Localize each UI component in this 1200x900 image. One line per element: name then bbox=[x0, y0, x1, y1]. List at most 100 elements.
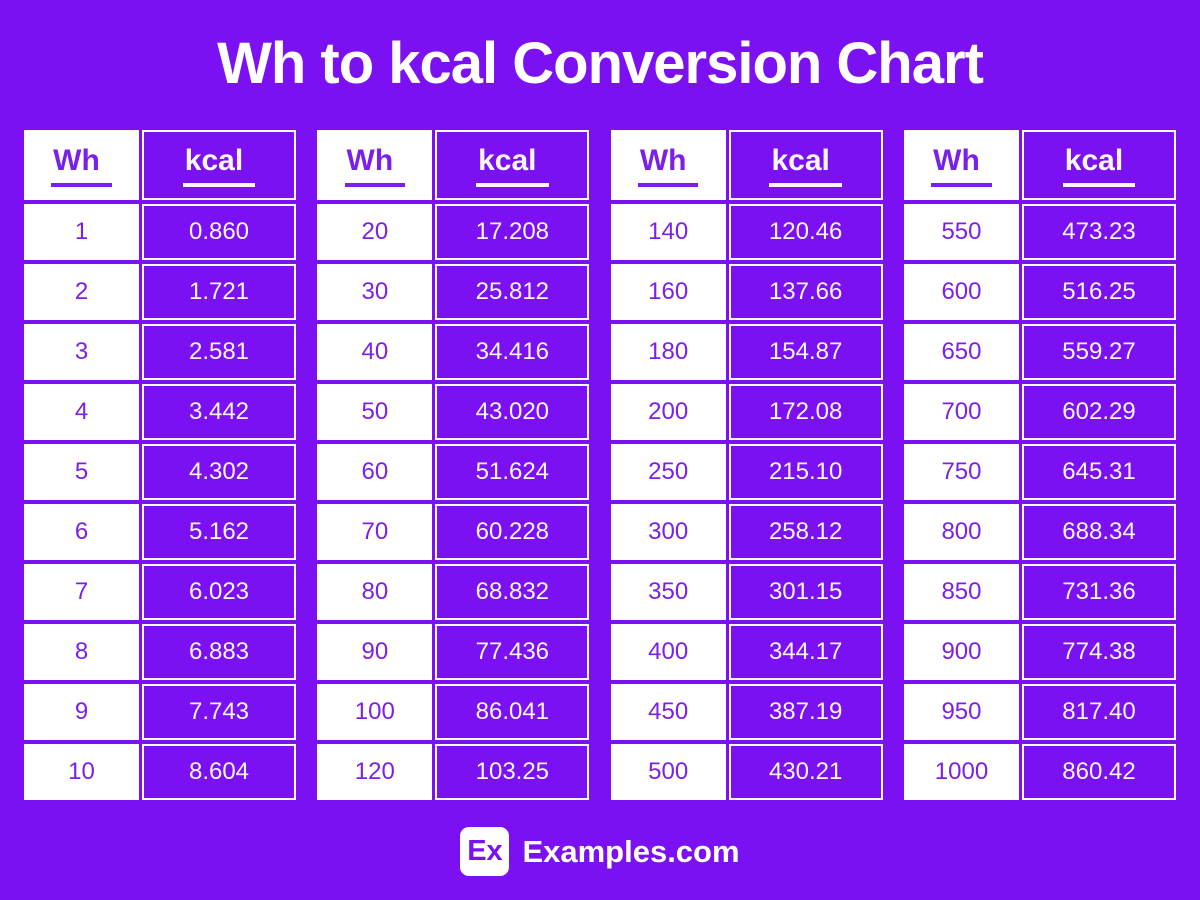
conversion-table-group-1: Wh kcal 1 0.860 2 1.721 3 2.581 4 3.442 5 4.302 6 5… bbox=[24, 130, 296, 800]
kcal-value-cell: 172.08 bbox=[728, 384, 883, 440]
column-header-kcal-label: kcal bbox=[1062, 144, 1136, 187]
kcal-value-cell: 731.36 bbox=[1021, 564, 1176, 620]
wh-value-cell: 160 bbox=[610, 264, 726, 320]
kcal-value-cell: 602.29 bbox=[1021, 384, 1176, 440]
wh-value-cell: 90 bbox=[317, 624, 433, 680]
column-header-wh-label: Wh bbox=[51, 144, 112, 187]
kcal-value-cell: 4.302 bbox=[142, 444, 296, 500]
kcal-value-cell: 860.42 bbox=[1021, 744, 1176, 800]
kcal-value-cell: 6.883 bbox=[142, 624, 296, 680]
wh-value-cell: 700 bbox=[903, 384, 1019, 440]
kcal-value-cell: 215.10 bbox=[728, 444, 883, 500]
wh-value-cell: 20 bbox=[317, 204, 433, 260]
wh-value-cell: 180 bbox=[610, 324, 726, 380]
kcal-value-cell: 473.23 bbox=[1021, 204, 1176, 260]
conversion-tables: Wh kcal 1 0.860 2 1.721 3 2.581 4 3.442 5 4.302 6 5… bbox=[0, 130, 1200, 800]
wh-value-cell: 2 bbox=[24, 264, 139, 320]
kcal-value-cell: 86.041 bbox=[435, 684, 590, 740]
wh-value-cell: 850 bbox=[903, 564, 1019, 620]
kcal-value-cell: 774.38 bbox=[1021, 624, 1176, 680]
column-header-kcal-label: kcal bbox=[476, 144, 549, 187]
conversion-table-group-4: Wh kcal 550 473.23 600 516.25 650 559.27 700 60… bbox=[903, 130, 1176, 800]
wh-value-cell: 70 bbox=[317, 504, 433, 560]
wh-value-cell: 10 bbox=[24, 744, 139, 800]
wh-value-cell: 300 bbox=[610, 504, 726, 560]
wh-value-cell: 450 bbox=[610, 684, 726, 740]
wh-value-cell: 950 bbox=[903, 684, 1019, 740]
kcal-value-cell: 154.87 bbox=[728, 324, 883, 380]
page: { "title": "Wh to kcal Conversion Chart"… bbox=[0, 30, 1200, 900]
column-header-kcal-label: kcal bbox=[769, 144, 842, 187]
footer-site-name: Examples.com bbox=[522, 833, 740, 869]
kcal-value-cell: 258.12 bbox=[728, 504, 883, 560]
kcal-value-cell: 34.416 bbox=[435, 324, 590, 380]
wh-value-cell: 900 bbox=[903, 624, 1019, 680]
kcal-value-cell: 43.020 bbox=[435, 384, 590, 440]
wh-value-cell: 550 bbox=[903, 204, 1019, 260]
page-title: Wh to kcal Conversion Chart bbox=[217, 31, 984, 96]
wh-value-cell: 800 bbox=[903, 504, 1019, 560]
kcal-value-cell: 3.442 bbox=[142, 384, 296, 440]
kcal-value-cell: 5.162 bbox=[142, 504, 296, 560]
examples-logo-icon: Ex bbox=[460, 827, 510, 876]
kcal-value-cell: 0.860 bbox=[142, 204, 296, 260]
wh-value-cell: 4 bbox=[24, 384, 139, 440]
wh-value-cell: 7 bbox=[24, 564, 139, 620]
column-header-wh: Wh bbox=[24, 130, 139, 200]
wh-value-cell: 9 bbox=[24, 684, 139, 740]
column-header-wh-label: Wh bbox=[344, 144, 406, 187]
kcal-value-cell: 51.624 bbox=[435, 444, 590, 500]
conversion-table-group-3: Wh kcal 140 120.46 160 137.66 180 154.87 200 17… bbox=[610, 130, 883, 800]
wh-value-cell: 650 bbox=[903, 324, 1019, 380]
kcal-value-cell: 2.581 bbox=[142, 324, 296, 380]
examples-logo-text: Ex bbox=[467, 835, 503, 867]
kcal-value-cell: 817.40 bbox=[1021, 684, 1176, 740]
kcal-value-cell: 301.15 bbox=[728, 564, 883, 620]
column-header-wh: Wh bbox=[317, 130, 433, 200]
conversion-table-group-2: Wh kcal 20 17.208 30 25.812 40 34.416 50 43.020… bbox=[317, 130, 590, 800]
wh-value-cell: 400 bbox=[610, 624, 726, 680]
wh-value-cell: 30 bbox=[317, 264, 433, 320]
column-header-wh-label: Wh bbox=[931, 144, 992, 187]
wh-value-cell: 750 bbox=[903, 444, 1019, 500]
kcal-value-cell: 60.228 bbox=[435, 504, 590, 560]
kcal-value-cell: 17.208 bbox=[435, 204, 590, 260]
kcal-value-cell: 688.34 bbox=[1021, 504, 1176, 560]
wh-value-cell: 60 bbox=[317, 444, 433, 500]
kcal-value-cell: 103.25 bbox=[435, 744, 590, 800]
kcal-value-cell: 7.743 bbox=[142, 684, 296, 740]
kcal-value-cell: 516.25 bbox=[1021, 264, 1176, 320]
kcal-value-cell: 120.46 bbox=[728, 204, 883, 260]
wh-value-cell: 8 bbox=[24, 624, 139, 680]
column-header-kcal-label: kcal bbox=[182, 144, 256, 187]
wh-value-cell: 6 bbox=[24, 504, 139, 560]
wh-value-cell: 80 bbox=[317, 564, 433, 620]
kcal-value-cell: 645.31 bbox=[1021, 444, 1176, 500]
kcal-value-cell: 559.27 bbox=[1021, 324, 1176, 380]
wh-value-cell: 1 bbox=[24, 204, 139, 260]
column-header-wh: Wh bbox=[903, 130, 1019, 200]
wh-value-cell: 1000 bbox=[903, 744, 1019, 800]
wh-value-cell: 100 bbox=[317, 684, 433, 740]
kcal-value-cell: 430.21 bbox=[728, 744, 883, 800]
footer-brand: Ex Examples.com bbox=[0, 827, 1200, 876]
kcal-value-cell: 25.812 bbox=[435, 264, 590, 320]
kcal-value-cell: 6.023 bbox=[142, 564, 296, 620]
wh-value-cell: 3 bbox=[24, 324, 139, 380]
kcal-value-cell: 137.66 bbox=[728, 264, 883, 320]
column-header-kcal: kcal bbox=[142, 130, 296, 200]
wh-value-cell: 140 bbox=[610, 204, 726, 260]
kcal-value-cell: 344.17 bbox=[728, 624, 883, 680]
kcal-value-cell: 77.436 bbox=[435, 624, 590, 680]
column-header-wh: Wh bbox=[610, 130, 726, 200]
wh-value-cell: 500 bbox=[610, 744, 726, 800]
kcal-value-cell: 8.604 bbox=[142, 744, 296, 800]
wh-value-cell: 250 bbox=[610, 444, 726, 500]
column-header-kcal: kcal bbox=[728, 130, 883, 200]
wh-value-cell: 200 bbox=[610, 384, 726, 440]
kcal-value-cell: 387.19 bbox=[728, 684, 883, 740]
column-header-kcal: kcal bbox=[1021, 130, 1176, 200]
wh-value-cell: 600 bbox=[903, 264, 1019, 320]
wh-value-cell: 40 bbox=[317, 324, 433, 380]
column-header-wh-label: Wh bbox=[637, 144, 699, 187]
